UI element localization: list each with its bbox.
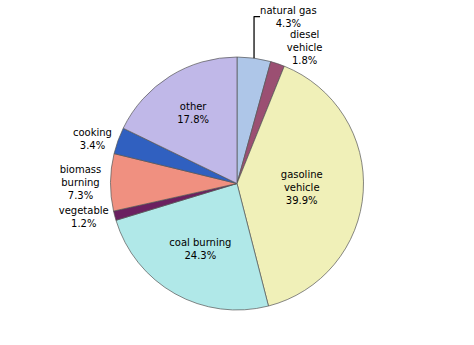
svg-text:biomassburning7.3%: biomassburning7.3% (60, 164, 102, 201)
svg-text:natural gas4.3%: natural gas4.3% (260, 5, 317, 29)
svg-text:gasolinevehicle39.9%: gasolinevehicle39.9% (281, 169, 323, 206)
svg-text:other17.8%: other17.8% (177, 101, 209, 125)
svg-text:vegetable1.2%: vegetable1.2% (59, 205, 109, 229)
svg-text:cooking3.4%: cooking3.4% (73, 127, 112, 151)
svg-text:coal burning24.3%: coal burning24.3% (169, 237, 231, 261)
svg-text:dieselvehicle1.8%: dieselvehicle1.8% (287, 29, 323, 66)
